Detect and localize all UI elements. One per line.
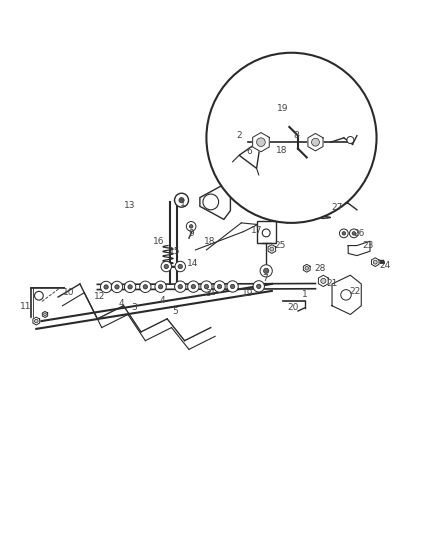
Circle shape [178,285,182,289]
Circle shape [43,313,46,316]
Circle shape [161,261,171,272]
Circle shape [186,222,195,231]
Circle shape [191,285,195,289]
Text: 3: 3 [131,303,137,312]
Text: 1: 1 [179,199,185,208]
Text: 14: 14 [186,259,198,268]
Text: 19: 19 [241,289,253,298]
Text: 17: 17 [250,226,262,235]
Text: 27: 27 [331,203,342,212]
Text: 21: 21 [325,279,337,288]
Polygon shape [268,245,275,253]
Text: 18: 18 [275,146,286,155]
Text: 12: 12 [94,292,105,301]
Circle shape [256,138,265,147]
Circle shape [320,278,325,284]
Circle shape [155,281,166,293]
Text: 20: 20 [286,303,298,312]
Circle shape [104,285,108,289]
Circle shape [158,285,162,289]
Text: 9: 9 [188,229,194,238]
Circle shape [349,229,357,238]
Text: 15: 15 [169,247,180,256]
Text: 13: 13 [124,201,135,210]
Circle shape [304,266,308,270]
Polygon shape [252,133,268,152]
Text: 24: 24 [379,261,390,270]
Text: 26: 26 [353,229,364,238]
Circle shape [115,285,119,289]
Polygon shape [303,264,309,272]
Circle shape [253,281,264,292]
Circle shape [372,260,376,264]
Circle shape [339,229,347,238]
Text: 3: 3 [205,289,211,298]
Circle shape [35,292,43,300]
Circle shape [175,261,185,272]
Circle shape [311,138,319,146]
Circle shape [351,232,355,235]
Text: 4: 4 [159,296,165,305]
Polygon shape [239,140,260,168]
Circle shape [111,281,122,293]
Circle shape [204,285,208,289]
Circle shape [226,281,238,292]
Circle shape [261,229,269,237]
Text: 25: 25 [273,241,285,250]
Polygon shape [42,311,48,318]
Text: 2: 2 [236,131,241,140]
Circle shape [143,285,147,289]
Circle shape [100,281,112,293]
Circle shape [256,284,260,288]
Circle shape [127,285,132,289]
Circle shape [341,232,345,235]
Text: 4: 4 [118,299,124,308]
Text: 11: 11 [20,302,31,311]
Circle shape [189,224,192,228]
Text: 23: 23 [361,241,373,250]
Circle shape [174,281,185,292]
Text: 1: 1 [301,290,307,300]
Text: 16: 16 [152,237,164,246]
Text: 10: 10 [63,288,74,297]
Polygon shape [307,133,322,151]
Polygon shape [331,275,360,314]
Circle shape [164,264,168,269]
Text: 22: 22 [348,287,360,296]
Circle shape [187,281,198,292]
FancyBboxPatch shape [256,221,276,243]
Circle shape [263,268,268,273]
Circle shape [230,284,234,289]
Text: 7: 7 [262,274,268,283]
Circle shape [206,53,376,223]
Text: 1: 1 [210,288,215,297]
Text: 18: 18 [204,237,215,246]
Circle shape [174,193,188,207]
Circle shape [35,319,38,323]
Polygon shape [347,241,369,256]
Polygon shape [318,275,328,287]
Polygon shape [33,317,39,325]
Circle shape [340,289,350,300]
Circle shape [269,247,273,251]
Text: 19: 19 [276,104,287,113]
Circle shape [200,281,212,292]
Circle shape [217,284,221,289]
Polygon shape [371,258,378,266]
Circle shape [202,194,218,210]
Text: 8: 8 [292,131,298,140]
Circle shape [178,264,182,269]
Text: 5: 5 [172,308,177,317]
Circle shape [124,281,135,293]
Circle shape [139,281,151,293]
Polygon shape [199,184,230,220]
Circle shape [259,265,272,277]
Circle shape [346,136,353,143]
Circle shape [213,281,225,292]
Text: 28: 28 [314,264,325,273]
Text: 6: 6 [246,147,251,156]
Circle shape [179,198,184,203]
